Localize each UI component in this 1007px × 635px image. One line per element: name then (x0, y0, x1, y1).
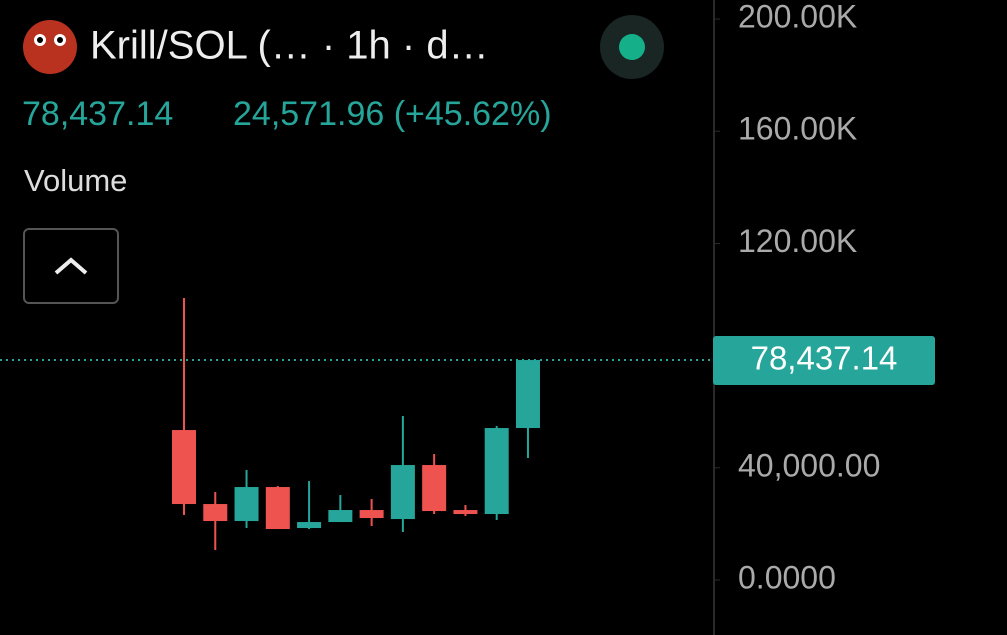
candle-body (484, 428, 509, 515)
status-dot (619, 34, 645, 60)
candle-body (297, 522, 322, 529)
candle-body (172, 430, 196, 505)
y-tick-label: 0.0000 (738, 559, 836, 595)
indicator-label: Volume (24, 163, 127, 198)
y-tick-label: 200.00K (738, 0, 857, 35)
candle-body (390, 465, 415, 520)
pair-title: Krill/SOL (… · 1h · d… (90, 24, 489, 68)
last-price: 78,437.14 (22, 95, 173, 133)
chevron-up (54, 257, 88, 275)
plot: 0.0000 40,000.00 120.00K 160.00K 200.00K 78,4… (0, 0, 935, 595)
y-tick-label: 120.00K (738, 223, 857, 259)
avatar-pupil (37, 37, 43, 43)
price-tag-label: 78,437.14 (751, 340, 898, 377)
y-tick-label: 40,000.00 (738, 447, 880, 483)
candle-body (422, 465, 447, 512)
candle-body (453, 510, 478, 515)
price-change: 24,571.96 (+45.62%) (233, 95, 552, 133)
token-avatar (23, 20, 77, 74)
collapse-button[interactable] (23, 228, 119, 304)
candle-body (515, 360, 540, 429)
candle-body (234, 487, 259, 522)
candle-body (265, 487, 290, 530)
price-tag (713, 336, 935, 386)
candle-body (359, 510, 384, 519)
avatar-pupil (57, 37, 63, 43)
y-tick-label: 160.00K (738, 111, 857, 147)
candle-body (203, 504, 228, 522)
candle-body (328, 510, 353, 523)
